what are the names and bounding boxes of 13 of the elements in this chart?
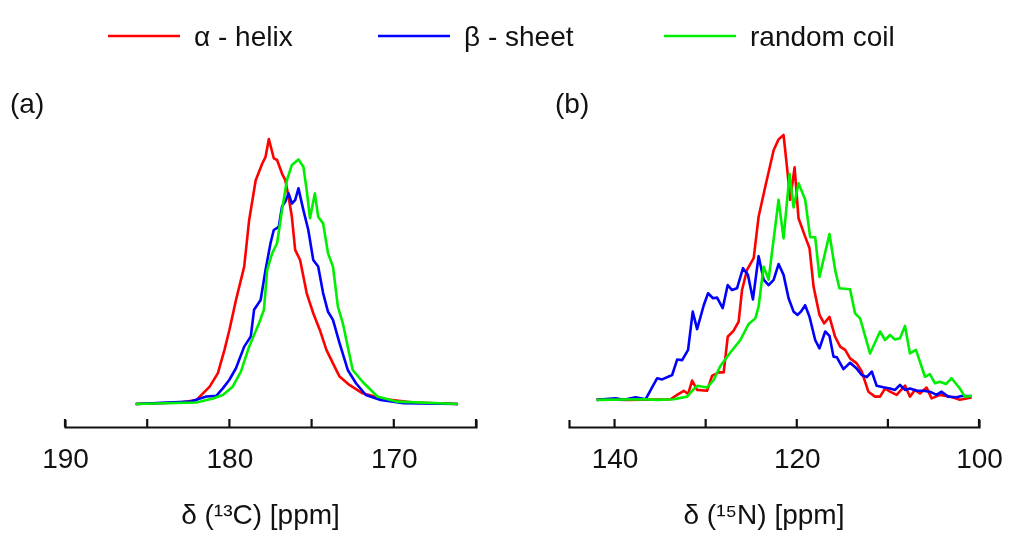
x-axis-title: δ (¹³C) [ppm] (181, 499, 340, 530)
legend-label: β - sheet (464, 21, 574, 52)
x-tick-label: 180 (206, 442, 254, 474)
legend-label: random coil (750, 21, 895, 52)
x-tick-label: 100 (956, 442, 1003, 474)
x-tick-label: 170 (370, 442, 418, 474)
legend-label: α - helix (194, 21, 293, 52)
x-axis-title: δ (¹⁵N) [ppm] (683, 499, 845, 530)
x-tick-label: 190 (42, 442, 89, 474)
chart-title: (b) (555, 88, 590, 119)
x-tick-label: 120 (773, 442, 821, 474)
x-tick-label: 140 (591, 442, 639, 474)
chart-title: (a) (10, 88, 45, 119)
